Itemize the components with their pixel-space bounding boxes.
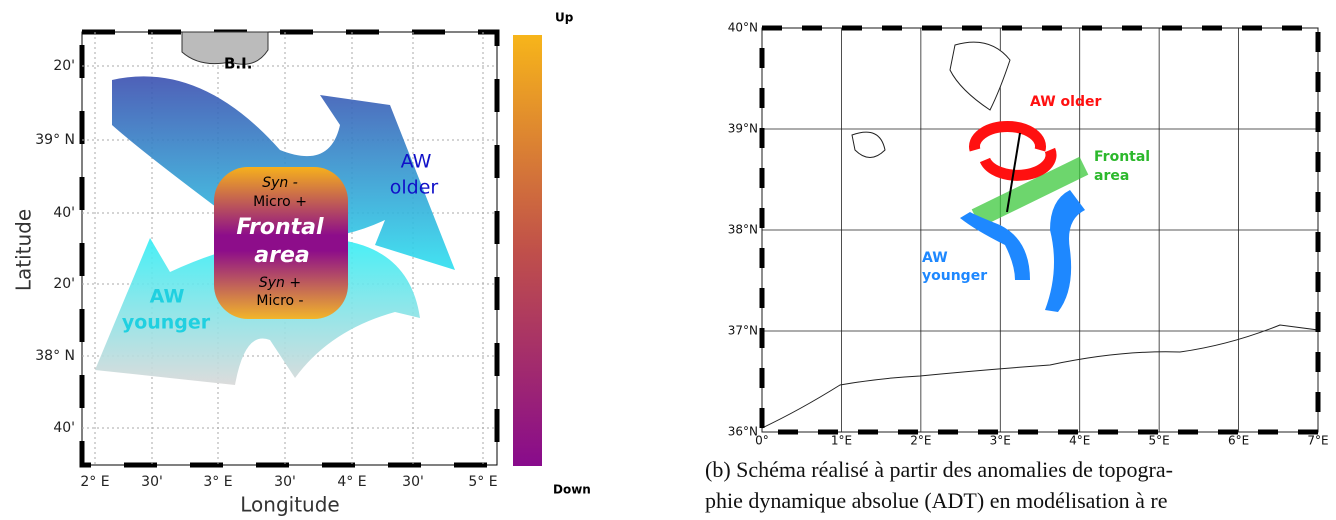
x-tick-label: 30' — [402, 474, 424, 490]
label: AW — [150, 286, 185, 308]
x-tick-label: 4° E — [337, 474, 366, 490]
aw-older-arrow — [969, 121, 1046, 152]
label: Frontal — [1094, 149, 1150, 165]
x-tick-label: 7°E — [1307, 434, 1328, 448]
y-tick-label: 40' — [53, 420, 75, 436]
panel-b: 7°E 6°E 5°E 4°E 3°E 2°E 1°E 0°36°N 37°N 38°N 39°N 4… — [728, 21, 1329, 448]
y-tick-label: 39°N — [728, 122, 758, 136]
section-line — [1006, 132, 1021, 213]
x-tick-label: 3° E — [203, 474, 232, 490]
y-tick-label: 38°N — [728, 223, 758, 237]
label: younger — [122, 312, 211, 334]
aw-older-arrow — [979, 147, 1057, 181]
caption: (b) Schéma réalisé à partir des anomalie… — [705, 457, 1173, 482]
colorbar-label: Up — [555, 11, 574, 25]
x-tick-label: 4°E — [1069, 434, 1090, 448]
label: older — [390, 177, 439, 199]
island — [851, 131, 886, 158]
x-tick-label: 5° E — [468, 474, 497, 490]
coastline — [761, 324, 1319, 433]
label: Micro - — [256, 293, 303, 309]
island — [949, 41, 1011, 111]
x-title: Longitude — [240, 493, 339, 517]
x-tick-label: 3°E — [990, 434, 1011, 448]
x-tick-label: 0° — [755, 434, 769, 448]
y-tick-label: 20' — [53, 58, 75, 74]
label: Frontal — [236, 215, 324, 240]
y-tick-label: 40' — [53, 205, 75, 221]
label: AW — [401, 151, 432, 173]
frontal-area-shape — [971, 156, 1089, 228]
label: B.I. — [224, 55, 252, 73]
y-tick-label: 38° N — [35, 348, 75, 364]
x-tick-label: 30' — [141, 474, 163, 490]
x-tick-label: 6°E — [1228, 434, 1249, 448]
label: area — [254, 243, 309, 268]
aw-younger-arrow — [960, 212, 1030, 280]
y-title: Latitude — [12, 209, 36, 291]
caption: phie dynamique absolue (ADT) en modélisa… — [705, 488, 1167, 513]
label: AW older — [1030, 94, 1101, 110]
panel-a: 5° E 30' 4° E 30' 3° E 30' 2° E 40' 38° N 20' 40' 3… — [12, 11, 591, 517]
x-tick-label: 2° E — [80, 474, 109, 490]
y-tick-label: 40°N — [728, 21, 758, 35]
label: AW — [922, 250, 948, 266]
y-tick-label: 20' — [53, 276, 75, 292]
x-tick-label: 1°E — [831, 434, 852, 448]
label: Syn + — [259, 275, 301, 291]
y-tick-label: 39° N — [35, 132, 75, 148]
label: area — [1094, 168, 1129, 184]
map-border — [79, 29, 500, 468]
y-tick-label: 36°N — [728, 425, 758, 439]
frontal-area-shape — [214, 167, 348, 319]
island — [181, 31, 269, 65]
x-tick-label: 2°E — [910, 434, 931, 448]
colorbar — [513, 35, 542, 466]
x-tick-label: 5°E — [1149, 434, 1170, 448]
label: Syn - — [262, 175, 298, 191]
x-tick-label: 30' — [274, 474, 296, 490]
aw-younger-arrow — [1045, 190, 1085, 312]
y-tick-label: 37°N — [728, 324, 758, 338]
label: younger — [922, 268, 987, 284]
colorbar-label: Down — [553, 483, 591, 497]
label: Micro + — [253, 194, 307, 210]
